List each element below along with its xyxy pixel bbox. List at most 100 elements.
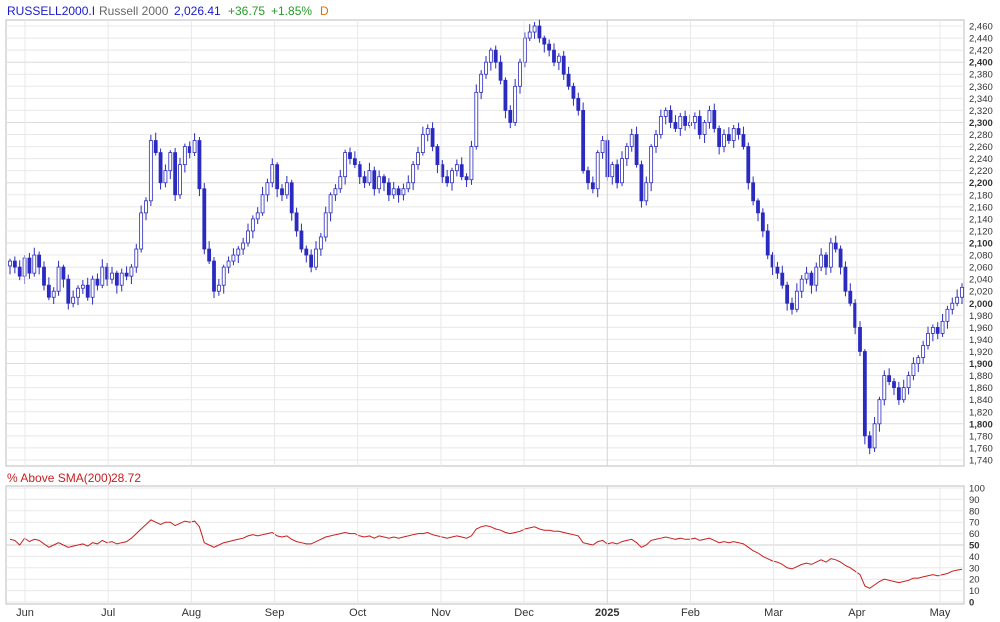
x-tick-label: Oct	[349, 607, 366, 619]
candle-body	[114, 272, 119, 286]
candle-body	[809, 272, 814, 286]
indicator-y-tick-label: 90	[969, 495, 980, 506]
price-y-tick-label: 2,220	[969, 166, 993, 177]
candle-body	[726, 134, 731, 141]
indicator-y-tick-label: 30	[969, 563, 980, 574]
candle-body	[454, 164, 459, 172]
candle-body	[163, 170, 168, 184]
candle-body	[270, 164, 275, 184]
candle-body	[182, 146, 187, 166]
candle-body	[76, 287, 80, 298]
candle-body	[746, 146, 751, 184]
price-panel: 1,7401,7601,7801,8001,8201,8401,8601,880…	[5, 19, 993, 467]
candle-body	[848, 290, 853, 304]
price-y-tick-label: 2,060	[969, 263, 993, 274]
x-tick-label: Mar	[764, 607, 783, 619]
candle-body	[420, 134, 425, 153]
price-y-tick-label: 2,420	[969, 46, 993, 57]
candle-body	[323, 212, 328, 238]
candle-body	[396, 188, 401, 196]
candle-body	[877, 399, 882, 425]
candle-body	[722, 134, 726, 147]
price-y-tick-label: 2,340	[969, 94, 993, 105]
candle-body	[173, 152, 178, 196]
candle-body	[926, 333, 930, 346]
header-last: 2,026.41	[174, 4, 221, 18]
price-y-tick-label: 1,740	[969, 455, 993, 466]
indicator-y-tick-label: 40	[969, 552, 980, 563]
price-y-tick-label: 2,260	[969, 142, 993, 153]
candle-body	[178, 164, 182, 196]
price-y-tick-label: 2,160	[969, 202, 993, 213]
candle-body	[828, 242, 833, 268]
candle-body	[916, 357, 921, 364]
candle-body	[357, 164, 362, 178]
candle-body	[741, 134, 746, 147]
x-tick-label: 2025	[595, 607, 619, 619]
candle-body	[202, 188, 207, 250]
price-y-tick-label: 2,380	[969, 70, 993, 81]
indicator-y-tick-label: 100	[969, 484, 985, 495]
candle-body	[124, 272, 129, 277]
candle-body	[717, 128, 722, 147]
header-name: Russell 2000	[99, 4, 169, 18]
candle-body	[673, 122, 678, 129]
candle-body	[95, 278, 100, 286]
candle-body	[571, 85, 576, 99]
candle-body	[760, 212, 765, 232]
price-y-tick-label: 1,760	[969, 443, 993, 454]
candle-body	[80, 284, 85, 289]
candle-body	[192, 140, 197, 153]
candle-body	[654, 134, 658, 147]
price-y-tick-label: 2,040	[969, 275, 993, 286]
candle-body	[275, 164, 280, 190]
candle-body	[56, 266, 61, 292]
candle-body	[328, 194, 333, 214]
candle-body	[372, 170, 377, 190]
candle-body	[386, 182, 391, 196]
candle-body	[624, 146, 629, 160]
candle-body	[406, 182, 411, 190]
x-tick-label: Jun	[16, 607, 34, 619]
candle-body	[678, 116, 683, 129]
price-y-tick-label: 2,240	[969, 154, 993, 165]
candle-body	[581, 110, 586, 172]
candle-body	[110, 272, 114, 280]
candle-body	[212, 260, 216, 292]
candle-body	[425, 128, 430, 135]
candle-body	[804, 272, 809, 280]
price-y-tick-label: 2,020	[969, 287, 993, 298]
candle-body	[348, 152, 352, 160]
candle-body	[843, 266, 848, 292]
x-tick-label: May	[930, 607, 951, 619]
candle-body	[921, 345, 926, 358]
price-y-tick-label: 1,980	[969, 311, 993, 322]
price-y-tick-label: 2,000	[969, 299, 993, 310]
candle-body	[532, 25, 537, 33]
candle-body	[935, 326, 940, 334]
candle-body	[819, 254, 824, 268]
candle-body	[367, 170, 372, 184]
candle-body	[537, 25, 542, 39]
candle-body	[304, 248, 309, 256]
indicator-line	[9, 519, 963, 589]
candle-body	[556, 55, 561, 63]
candle-body	[498, 61, 503, 81]
candle-body	[683, 116, 688, 126]
header-change: +36.75	[228, 4, 265, 18]
candle-body	[862, 351, 867, 437]
candle-body	[561, 55, 566, 75]
indicator-y-tick-label: 60	[969, 529, 980, 540]
header-change-pct: +1.85%	[271, 4, 312, 18]
candle-body	[692, 116, 697, 123]
candle-body	[46, 284, 51, 298]
candle-body	[620, 158, 624, 184]
candle-body	[469, 146, 474, 181]
x-tick-label: Jul	[101, 607, 115, 619]
price-y-tick-label: 1,800	[969, 419, 993, 430]
candle-body	[17, 266, 22, 277]
candle-body	[610, 164, 615, 178]
candle-body	[911, 363, 916, 376]
price-y-tick-label: 2,080	[969, 251, 993, 262]
candle-body	[731, 128, 736, 141]
